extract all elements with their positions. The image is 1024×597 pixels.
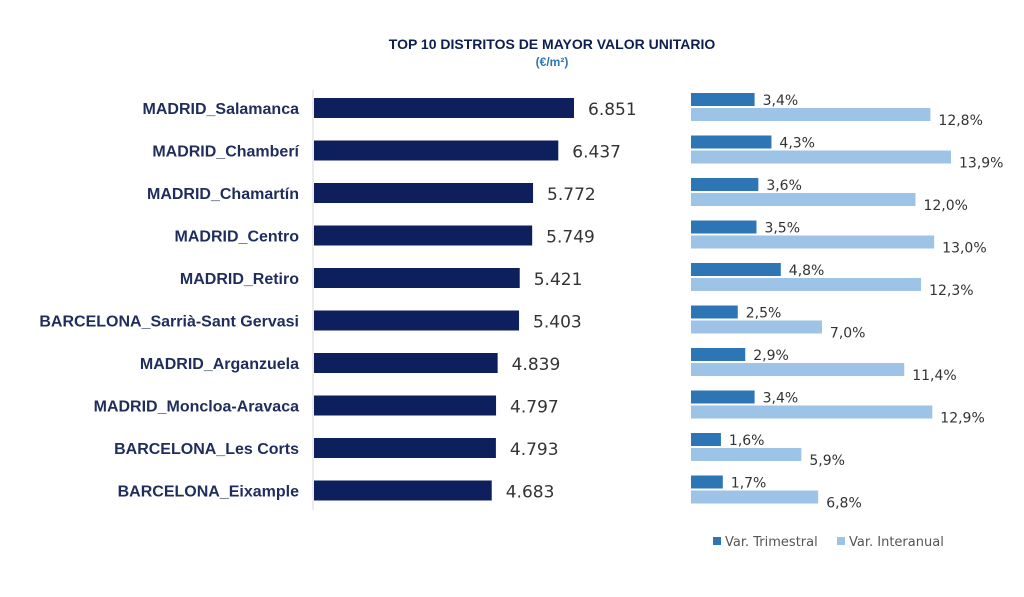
trimestral-bar <box>691 433 721 446</box>
value-label: 5.749 <box>546 228 595 248</box>
interanual-label: 13,0% <box>942 241 986 257</box>
value-bar <box>314 183 534 203</box>
trimestral-bar <box>691 348 746 361</box>
value-label: 5.403 <box>533 313 582 333</box>
trimestral-label: 1,6% <box>729 433 765 449</box>
category-label: MADRID_Chamartín <box>147 186 299 203</box>
trimestral-label: 4,8% <box>789 263 825 279</box>
interanual-label: 12,9% <box>940 411 984 427</box>
interanual-bar <box>691 405 933 419</box>
interanual-label: 13,9% <box>959 156 1003 172</box>
value-bar <box>314 310 520 331</box>
value-label: 5.421 <box>534 270 583 290</box>
category-label: MADRID_Salamanca <box>143 101 300 118</box>
trimestral-label: 3,4% <box>763 93 799 109</box>
interanual-bar <box>691 490 819 504</box>
interanual-bar <box>691 363 905 376</box>
value-label: 4.839 <box>512 355 561 375</box>
interanual-label: 5,9% <box>809 453 845 469</box>
trimestral-label: 3,5% <box>764 221 800 237</box>
interanual-bar <box>691 448 802 461</box>
trimestral-label: 3,4% <box>763 391 799 407</box>
value-label: 4.683 <box>506 483 555 503</box>
trimestral-label: 2,5% <box>746 306 782 322</box>
trimestral-label: 1,7% <box>731 476 767 492</box>
category-label: BARCELONA_Sarrià-Sant Gervasi <box>39 314 299 331</box>
value-bar <box>314 395 497 416</box>
trimestral-bar <box>691 475 723 489</box>
trimestral-bar <box>691 305 738 319</box>
legend-label-interanual: Var. Interanual <box>849 535 944 550</box>
interanual-bar <box>691 320 822 334</box>
value-bar <box>314 268 520 288</box>
interanual-label: 12,8% <box>938 113 982 129</box>
interanual-label: 12,3% <box>929 283 973 299</box>
legend-swatch-trimestral <box>713 537 721 545</box>
value-label: 4.797 <box>510 398 559 418</box>
chart-title: TOP 10 DISTRITOS DE MAYOR VALOR UNITARIO <box>388 36 716 52</box>
value-label: 4.793 <box>510 440 559 460</box>
category-label: MADRID_Moncloa-Aravaca <box>94 399 299 416</box>
value-label: 5.772 <box>547 185 596 205</box>
category-label: MADRID_Arganzuela <box>140 356 299 373</box>
trimestral-label: 4,3% <box>779 136 815 152</box>
value-bar <box>314 480 492 501</box>
interanual-bar <box>691 108 931 121</box>
category-label: BARCELONA_Les Corts <box>114 441 299 458</box>
interanual-bar <box>691 150 951 164</box>
category-label: BARCELONA_Eixample <box>118 484 299 501</box>
category-label: MADRID_Centro <box>175 229 300 246</box>
trimestral-label: 2,9% <box>753 348 789 364</box>
interanual-label: 11,4% <box>912 368 956 384</box>
interanual-bar <box>691 235 935 249</box>
value-bar <box>314 140 559 161</box>
category-label: MADRID_Retiro <box>180 271 299 288</box>
trimestral-bar <box>691 220 757 234</box>
interanual-bar <box>691 278 922 291</box>
interanual-label: 12,0% <box>923 198 967 214</box>
value-bar <box>314 225 533 246</box>
value-bar <box>314 353 498 373</box>
category-label: MADRID_Chamberí <box>152 144 299 161</box>
trimestral-bar <box>691 93 755 106</box>
chart-subtitle: (€/m²) <box>535 55 569 69</box>
trimestral-label: 3,6% <box>766 178 802 194</box>
trimestral-bar <box>691 390 755 404</box>
value-label: 6.437 <box>572 143 621 163</box>
trimestral-bar <box>691 135 772 149</box>
legend-swatch-interanual <box>837 537 845 545</box>
value-bar <box>314 438 496 458</box>
value-label: 6.851 <box>588 100 637 120</box>
interanual-bar <box>691 193 916 206</box>
interanual-label: 7,0% <box>830 326 866 342</box>
legend-label-trimestral: Var. Trimestral <box>725 535 818 550</box>
value-bar <box>314 98 574 118</box>
interanual-label: 6,8% <box>826 496 862 512</box>
trimestral-bar <box>691 178 759 191</box>
trimestral-bar <box>691 263 781 276</box>
